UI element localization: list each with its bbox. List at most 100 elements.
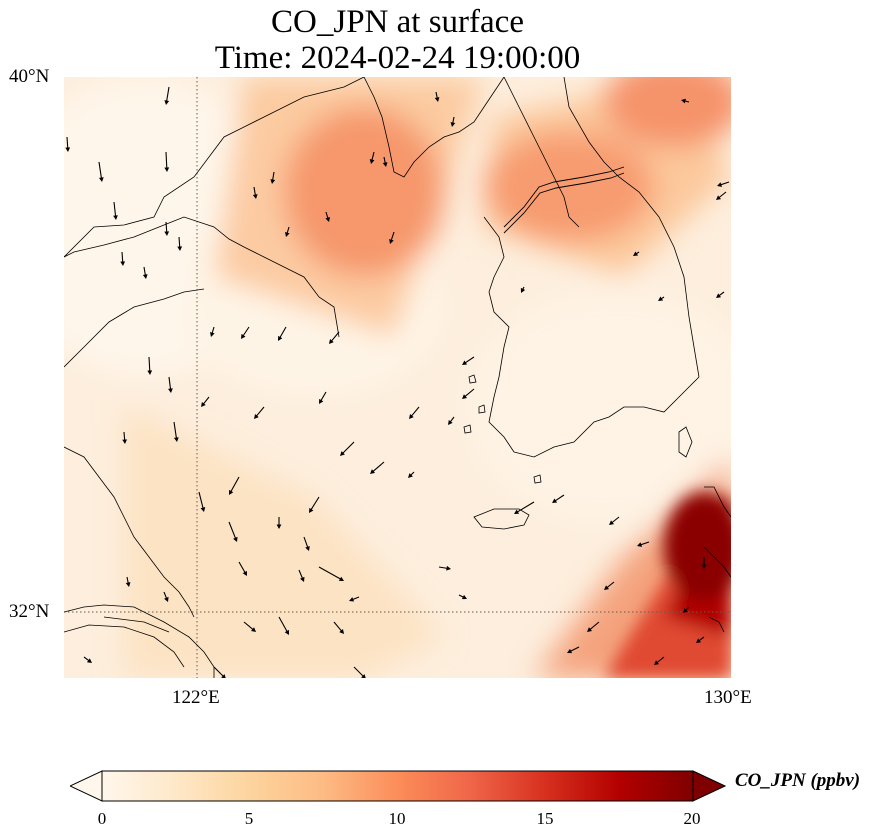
- wind-arrow-head: [587, 627, 592, 632]
- wind-arrow-shaft: [353, 666, 365, 678]
- wind-arrow-shaft: [178, 236, 181, 249]
- wind-arrow-shaft: [569, 646, 580, 653]
- wind-arrow-head: [242, 570, 247, 576]
- wind-arrow-shaft: [298, 569, 304, 580]
- wind-arrow-shaft: [198, 491, 204, 510]
- wind-arrow-shaft: [228, 521, 237, 540]
- wind-arrow-head: [716, 195, 722, 200]
- wind-arrow-head: [604, 585, 610, 590]
- wind-arrow-head: [200, 507, 206, 512]
- wind-arrow-shaft: [123, 431, 126, 442]
- wind-arrow-head: [382, 162, 388, 167]
- wind-arrow-head: [173, 437, 179, 442]
- lat-label-32n: 32°N: [9, 601, 50, 622]
- wind-arrow-head: [325, 217, 331, 222]
- wind-arrow-shaft: [463, 388, 475, 398]
- wind-arrow-shaft: [238, 561, 246, 574]
- wind-arrow-head: [142, 274, 148, 279]
- wind-arrow-head: [434, 97, 440, 102]
- wind-arrow-head: [276, 524, 282, 529]
- wind-arrow-shaft: [173, 421, 178, 440]
- wind-arrow-shaft: [310, 496, 320, 511]
- wind-arrow-head: [164, 231, 170, 236]
- wind-arrow-shaft: [717, 191, 727, 199]
- wind-arrow-shaft: [605, 581, 615, 589]
- map-svg: [64, 77, 731, 678]
- wind-arrow-head: [448, 419, 453, 425]
- wind-arrow-head: [300, 576, 305, 582]
- wind-arrow-head: [229, 489, 234, 495]
- wind-arrow-shaft: [655, 656, 665, 664]
- wind-arrow-head: [340, 451, 345, 456]
- colorbar-gradient: [101, 770, 694, 802]
- wind-arrow-head: [251, 627, 256, 632]
- wind-arrow-head: [241, 333, 246, 339]
- wind-arrow-head: [446, 565, 451, 571]
- wind-arrow-head: [637, 542, 643, 547]
- wind-arrow-head: [221, 674, 226, 678]
- wind-arrow-head: [270, 179, 276, 184]
- colorbar-tick-10: 10: [388, 809, 406, 828]
- colorbar: [70, 770, 726, 802]
- wind-arrow-shaft: [554, 494, 565, 502]
- wind-arrow-shaft: [143, 266, 147, 277]
- wind-arrow-head: [683, 608, 688, 613]
- wind-arrow-head: [319, 398, 324, 404]
- wind-arrow-head: [369, 159, 375, 164]
- colorbar-max-extend: [692, 770, 726, 802]
- wind-arrow-shaft: [113, 201, 117, 218]
- wind-arrow-shaft: [438, 566, 449, 570]
- wind-arrow-head: [654, 660, 660, 665]
- wind-arrow-shaft: [371, 151, 375, 162]
- wind-arrow-head: [284, 232, 290, 237]
- wind-arrow-head: [349, 597, 355, 602]
- wind-arrow-head: [65, 147, 71, 152]
- colorbar-min-extend: [70, 770, 103, 802]
- wind-arrow-head: [113, 215, 118, 220]
- wind-arrow-head: [254, 414, 259, 419]
- wind-arrow-head: [389, 238, 394, 244]
- wind-arrow-head: [520, 287, 526, 293]
- wind-arrow-shaft: [165, 151, 168, 170]
- wind-arrow-shaft: [278, 616, 289, 633]
- lon-label-130e: 130°E: [704, 687, 752, 708]
- wind-arrow-head: [514, 509, 520, 514]
- wind-arrow-head: [633, 251, 639, 256]
- wind-arrow-head: [370, 469, 375, 474]
- wind-arrow-head: [329, 339, 334, 344]
- wind-arrow-shaft: [98, 161, 103, 180]
- chart-title: CO_JPN at surface: [271, 4, 524, 40]
- wind-arrow-shaft: [168, 376, 172, 391]
- wind-arrow-shaft: [318, 566, 342, 581]
- colorbar-tick-20: 20: [683, 809, 701, 828]
- wind-arrow-head: [450, 122, 456, 127]
- chart-subtitle-time: Time: 2024-02-24 19:00:00: [214, 40, 581, 76]
- wind-arrow-shaft: [303, 536, 309, 549]
- wind-arrow-head: [609, 520, 615, 525]
- wind-arrow-head: [147, 370, 153, 375]
- wind-arrow-head: [696, 638, 702, 643]
- wind-arrow-head: [717, 182, 723, 187]
- wind-arrow-shaft: [410, 406, 420, 418]
- wind-arrow-shaft: [333, 621, 343, 633]
- wind-arrow-shaft: [719, 181, 730, 186]
- wind-arrow-shaft: [121, 251, 124, 264]
- wind-arrow-head: [361, 674, 366, 678]
- wind-arrow-shaft: [271, 171, 275, 182]
- map-panel[interactable]: [64, 77, 731, 678]
- wind-arrow-shaft: [165, 86, 170, 103]
- colorbar-label: CO_JPN (ppbv): [735, 770, 861, 791]
- wind-arrow-head: [305, 545, 310, 551]
- wind-arrow-head: [339, 629, 344, 634]
- wind-arrow-head: [284, 629, 289, 635]
- wind-arrow-shaft: [390, 231, 395, 242]
- wind-arrow-shaft: [639, 541, 650, 546]
- wind-arrow-shaft: [253, 186, 257, 197]
- wind-arrow-head: [461, 594, 467, 600]
- wind-arrow-shaft: [516, 501, 535, 513]
- wind-arrow-head: [716, 293, 722, 298]
- wind-arrow-shaft: [165, 221, 168, 234]
- wind-arrow-head: [409, 414, 414, 419]
- wind-arrow-head: [658, 296, 664, 301]
- wind-arrow-shaft: [279, 326, 287, 339]
